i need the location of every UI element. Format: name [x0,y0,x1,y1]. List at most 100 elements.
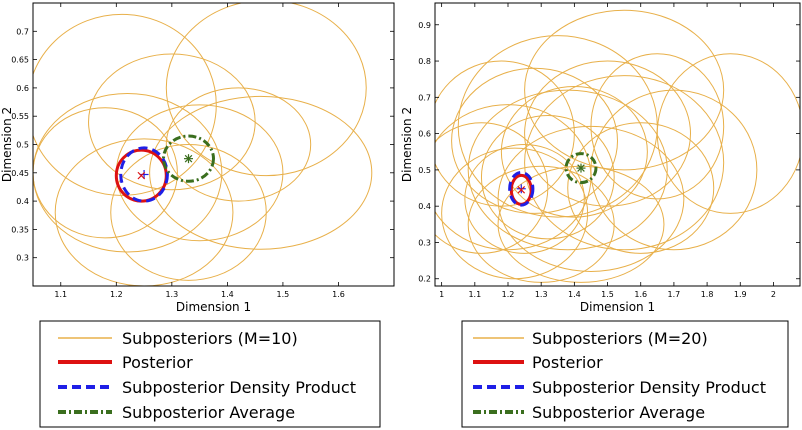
subposterior-ellipse [524,60,692,207]
legend-entry: Subposteriors (M=20) [473,329,708,348]
x-tick-label: 1.7 [668,290,681,299]
subposterior-ellipse [590,53,725,200]
y-tick-label: 0.4 [16,197,29,206]
marker-star [184,154,194,164]
marker-plus [516,184,526,194]
subposterior-ellipse [500,85,648,218]
y-axis-label: Dimension 2 [400,107,414,182]
subposterior-ellipse [88,53,256,191]
subposterior-ellipse [451,67,619,214]
y-tick-label: 0.6 [418,130,431,139]
legend-entry: Subposteriors (M=10) [58,329,298,348]
plot-content [435,9,800,283]
x-tick-label: 1.1 [468,290,481,299]
subposterior-ellipse [54,138,234,286]
legend-label: Subposteriors (M=10) [122,329,298,348]
contour-ellipse [508,170,535,207]
subposterior-ellipse [33,107,178,239]
y-tick-label: 0.65 [11,56,29,65]
y-tick-label: 0.7 [16,27,29,36]
subposterior-ellipse [435,60,575,207]
y-tick-label: 0.35 [11,225,29,234]
subposterior-ellipse [165,87,312,202]
subposterior-ellipse [33,13,217,196]
contour-ellipse [162,134,215,183]
legend-label: Posterior [532,353,603,372]
x-tick-label: 1.2 [502,290,515,299]
legend-entry: Posterior [473,353,603,372]
legend-entry: Subposterior Average [58,403,295,422]
x-tick-label: 1.9 [734,290,747,299]
x-tick-label: 1 [439,290,444,299]
y-tick-label: 0.55 [11,112,29,121]
series-subposterior-density-product [508,170,535,207]
plot-frame [434,2,801,287]
x-tick-label: 1.4 [568,290,581,299]
x-tick-label: 1.2 [110,290,123,299]
marker-stroke [577,164,585,172]
x-tick-label: 1.1 [54,290,67,299]
legend-label: Subposterior Average [122,403,295,422]
left-panel: 1.1 1.2 1.3 1.4 1.5 1.6 0.3 0.35 0.4 0.45 0.5 0.55 0… [0,2,395,428]
plot-content [33,3,373,286]
x-tick-label: 1.6 [332,290,345,299]
plot-background [33,3,394,286]
x-tick-label: 1.3 [535,290,548,299]
y-tick-label: 0.3 [16,254,29,263]
y-tick-label: 0.8 [418,57,431,66]
legend-label: Subposterior Average [532,403,705,422]
x-tick-label: 1.3 [165,290,178,299]
subposterior-ellipse [467,89,668,251]
marker-stroke [137,171,146,180]
legend: Subposteriors (M=10) Posterior Subposterio… [39,320,381,428]
legend-label: Subposteriors (M=20) [532,329,708,348]
subposterior-ellipse [149,95,373,250]
x-tick-label: 1.6 [634,290,647,299]
y-tick-label: 0.6 [16,84,29,93]
subposterior-ellipse [567,122,715,254]
y-axis-label: Dimension 2 [0,107,14,182]
marker-stroke [517,186,526,194]
subposterior-ellipse [524,9,725,171]
legend-entry: Subposterior Average [473,403,705,422]
x-tick-label: 1.8 [701,290,714,299]
x-tick-label: 1.5 [277,290,290,299]
legend: Subposteriors (M=20) Posterior Subposterio… [461,320,789,428]
marker-stroke [184,154,193,163]
subposterior-ellipse [524,75,725,251]
legend-label: Subposterior Density Product [122,378,356,397]
right-panel: 1 1.1 1.2 1.3 1.4 1.5 1.6 1.7 1.8 1.9 2 0.2 0.3 0.4 0.… [400,2,801,428]
x-tick-label: 2 [771,290,776,299]
legend-entry: Subposterior Density Product [58,378,356,397]
x-axis-label: Dimension 1 [176,300,251,314]
subposterior-ellipse [33,93,223,253]
series-subposterior-average [564,152,598,185]
y-tick-label: 0.4 [418,202,431,211]
subposterior-ellipse [165,3,367,177]
series-subposterior-density-product [119,146,169,203]
x-tick-label: 1.4 [221,290,234,299]
series-subposteriors-m-20- [435,9,800,283]
legend-label: Subposterior Density Product [532,378,766,397]
subposterior-ellipse [590,89,758,251]
x-axis-label: Dimension 1 [580,300,655,314]
legend-label: Posterior [122,353,193,372]
x-tick-label: 1.5 [601,290,614,299]
y-tick-label: 0.45 [11,169,29,178]
y-tick-label: 0.7 [418,93,431,102]
legend-entry: Subposterior Density Product [473,378,766,397]
y-tick-label: 0.2 [418,275,431,284]
marker-plus [139,169,149,179]
marker-cross [517,186,526,194]
legend-entry: Posterior [58,353,193,372]
subposterior-ellipse [480,114,615,240]
series-subposterior-average [162,134,215,183]
y-tick-label: 0.9 [418,21,431,30]
y-tick-label: 0.5 [418,166,431,175]
y-tick-label: 0.5 [16,141,29,150]
subposterior-ellipse [435,122,549,254]
subposterior-ellipse [441,147,589,280]
marker-cross [137,171,146,180]
contour-ellipse [119,146,169,203]
